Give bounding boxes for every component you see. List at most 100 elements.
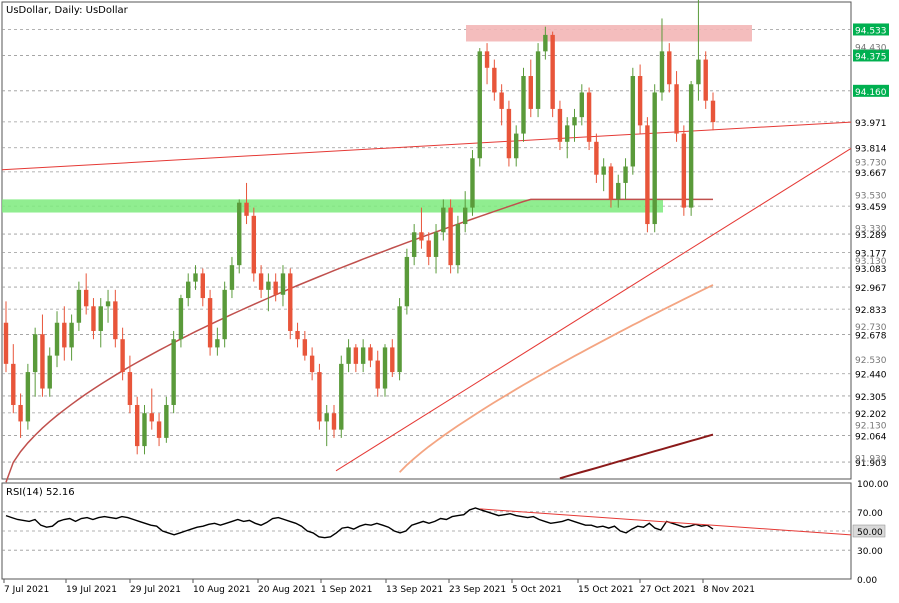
bull-candle <box>171 339 176 405</box>
y-tick-label: 93.530 <box>855 191 887 201</box>
bear-candle <box>353 347 359 364</box>
bear-candle <box>637 76 643 126</box>
bear-candle <box>134 404 140 447</box>
price-label: 94.533 <box>855 26 887 36</box>
bear-candle <box>18 404 23 422</box>
bear-candle <box>594 141 599 175</box>
bear-candle <box>149 413 154 422</box>
moving-average-long <box>559 433 714 480</box>
y-tick-label: 93.130 <box>855 257 887 267</box>
bull-candle <box>237 202 242 266</box>
rsi-tick-label: 30.00 <box>857 547 883 557</box>
bear-candle <box>317 372 322 422</box>
x-tick-label: 27 Oct 2021 <box>640 585 696 595</box>
bear-candle <box>273 281 278 295</box>
price-label: 92.305 <box>855 393 887 403</box>
bull-candle <box>404 256 410 307</box>
bear-candle <box>120 339 125 373</box>
bull-candle <box>339 363 344 430</box>
bull-candle <box>535 51 541 109</box>
price-label-highlight-bg <box>853 49 889 62</box>
bull-candle <box>54 322 60 356</box>
price-label: 93.667 <box>855 169 887 179</box>
bull-candle <box>382 347 388 389</box>
bull-candle <box>601 166 606 175</box>
bull-candle <box>193 273 198 282</box>
rsi-tick-label: 50.00 <box>857 528 883 538</box>
bull-candle <box>32 334 38 373</box>
bear-candle <box>40 334 45 389</box>
bear-candle <box>645 125 650 225</box>
price-label: 93.814 <box>855 145 887 155</box>
resistance-zone <box>466 25 752 42</box>
bear-candle <box>375 360 380 389</box>
rsi-panel <box>2 507 852 551</box>
bull-candle <box>178 298 184 340</box>
bear-candle <box>368 347 373 361</box>
rsi-tick-label: 70.00 <box>857 509 883 519</box>
bear-candle <box>550 34 555 109</box>
bear-candle <box>586 92 592 142</box>
bull-candle <box>98 306 103 331</box>
bear-candle <box>156 421 162 438</box>
bear-candle <box>426 240 431 257</box>
bear-candle <box>302 339 308 356</box>
y-tick-label: 92.130 <box>855 422 887 432</box>
price-label: 94.160 <box>855 88 887 98</box>
bull-candle <box>222 289 227 340</box>
bull-candle <box>142 413 147 447</box>
chart-title: UsDollar, Daily: UsDollar <box>6 5 129 16</box>
bull-candle <box>579 92 585 118</box>
bull-candle <box>266 281 271 290</box>
bull-candle <box>572 117 577 126</box>
upper-trendline <box>1 121 852 171</box>
bear-candle <box>113 301 118 340</box>
bull-candle <box>565 125 570 142</box>
bull-candle <box>346 347 351 364</box>
bull-candle <box>659 51 665 93</box>
rising-trendline <box>335 147 852 472</box>
bear-candle <box>528 76 533 109</box>
bull-candle <box>696 59 701 85</box>
x-tick-label: 29 Jul 2021 <box>130 585 181 595</box>
bear-candle <box>207 298 213 348</box>
bull-candle <box>47 355 52 389</box>
bear-candle <box>3 322 9 364</box>
price-panel-frame <box>1 1 852 480</box>
bear-candle <box>390 347 395 373</box>
bull-candle <box>455 224 461 266</box>
x-tick-label: 13 Sep 2021 <box>386 585 443 595</box>
x-tick-label: 5 Oct 2021 <box>512 585 562 595</box>
bull-candle <box>411 232 417 257</box>
bear-candle <box>667 51 672 85</box>
bull-candle <box>623 166 628 183</box>
bear-candle <box>11 363 16 405</box>
x-tick-label: 7 Jul 2021 <box>4 585 49 595</box>
time-axis: 7 Jul 2021 19 Jul 2021 29 Jul 2021 10 Aug 2… <box>3 579 755 595</box>
bull-candle <box>630 76 636 167</box>
bull-candle <box>164 404 169 438</box>
bull-candle <box>462 207 468 225</box>
bear-candle <box>419 232 424 241</box>
bear-candle <box>288 273 293 331</box>
moving-average-mid <box>398 284 714 473</box>
bull-candle <box>477 51 482 159</box>
chart-frames <box>1 1 852 580</box>
rsi-trendline <box>479 508 852 536</box>
rsi-line <box>5 507 714 539</box>
candles <box>3 0 716 455</box>
bull-candle <box>186 281 191 299</box>
x-tick-label: 1 Sep 2021 <box>321 585 372 595</box>
bull-candle <box>69 322 74 348</box>
x-tick-label: 23 Sep 2021 <box>449 585 506 595</box>
bear-candle <box>258 273 264 290</box>
x-tick-label: 20 Aug 2021 <box>258 585 316 595</box>
x-tick-label: 19 Jul 2021 <box>66 585 117 595</box>
bull-candle <box>688 84 694 208</box>
x-tick-label: 10 Aug 2021 <box>193 585 251 595</box>
bear-candle <box>492 67 497 93</box>
bear-candle <box>499 92 504 109</box>
price-label: 93.177 <box>855 250 887 260</box>
price-label: 94.375 <box>855 52 887 62</box>
bull-candle <box>76 289 82 323</box>
